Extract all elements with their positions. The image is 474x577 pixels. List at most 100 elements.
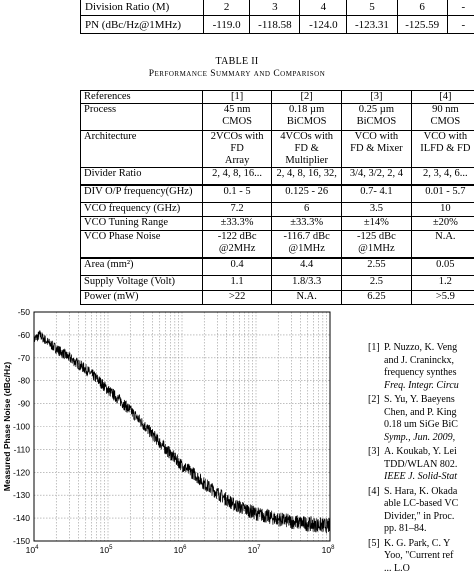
table-cell: ±14% [342,217,412,231]
table-cell: 3 [250,0,300,16]
table-cell: -124.0 [300,16,347,34]
table-cell: 90 nm CMOS [411,104,474,131]
reference-number: [5] [368,538,384,551]
reference-text: S. Yu, Y. Baeyens [384,394,455,405]
row-label: VCO Phase Noise [81,231,203,259]
row-label: Supply Voltage (Volt) [81,276,203,291]
table-cell: ±20% [411,217,474,231]
table-cell: -125 dBc @1MHz [342,231,412,259]
reference-line: IEEE J. Solid-Stat [368,471,474,484]
table-row: VCO Tuning Range±33.3%±33.3%±14%±20% [81,217,474,231]
column-header: [1] [203,91,272,104]
division-ratio-table: Division Ratio (M) 2 3 4 5 6 - PN (dBc/H… [80,0,474,34]
y-tick-label: -100 [13,422,30,432]
table-cell: ±33.3% [272,217,342,231]
table-title: Performance Summary and Comparison [0,69,474,79]
table-cell: 4VCOs with FD & Multiplier [272,131,342,168]
table-cell: VCO with FD & Mixer [342,131,412,168]
reference-line: Chen, and P. King [368,407,474,420]
table-cell: 1.2 [411,276,474,291]
table-cell: -119.0 [203,16,250,34]
table-cell: -125.59 [397,16,447,34]
table-cell: 0.05 [411,258,474,276]
table-cell: 6 [397,0,447,16]
reference-text: P. Nuzzo, K. Veng [384,342,457,353]
table-cell: 0.18 µm BiCMOS [272,104,342,131]
reference-text: A. Koukab, Y. Lei [384,446,457,457]
row-label: VCO Tuning Range [81,217,203,231]
table-cell: 0.1 - 5 [203,185,272,203]
reference-line: 0.18 um SiGe BiC [368,419,474,432]
table-cell: 0.7- 4.1 [342,185,412,203]
table-cell: 7.2 [203,203,272,217]
reference-line: [5]K. G. Park, C. Y [368,538,474,551]
table-cell: 2, 3, 4, 6... [411,168,474,186]
row-label: Area (mm²) [81,258,203,276]
table-header-row: References[1][2][3][4] [81,91,474,104]
reference-line: Freq. Integr. Circu [368,380,474,393]
reference-line: Yoo, "Current ref [368,550,474,563]
reference-line: [2]S. Yu, Y. Baeyens [368,394,474,407]
y-tick-label: -70 [18,353,31,363]
row-label: Divider Ratio [81,168,203,186]
row-label: Process [81,104,203,131]
row-label: VCO frequency (GHz) [81,203,203,217]
row-label: Division Ratio (M) [81,0,204,16]
table-cell: 6 [272,203,342,217]
y-tick-label: -90 [18,399,31,409]
table-cell: 3/4, 3/2, 2, 4 [342,168,412,186]
table-row: VCO Phase Noise-122 dBc @2MHz-116.7 dBc … [81,231,474,259]
reference-line: and J. Craninckx, [368,355,474,368]
table-cell: 2VCOs with FD Array [203,131,272,168]
table-cell: 4.4 [272,258,342,276]
x-tick-label: 105 [100,545,113,555]
reference-line: [1]P. Nuzzo, K. Veng [368,342,474,355]
table-cell: 10 [411,203,474,217]
y-tick-label: -120 [13,467,30,477]
reference-line: TDD/WLAN 802. [368,459,474,472]
reference-line: pp. 81–84. [368,523,474,536]
table-cell: 3.5 [342,203,412,217]
y-tick-label: -110 [14,444,31,454]
table-cell: -118.58 [250,16,300,34]
table-cell: 6.25 [342,291,412,305]
reference-number: [3] [368,446,384,459]
phase-noise-chart: -50-60-70-80-90-100-110-120-130-140-1501… [0,308,340,559]
table-cell: -116.7 dBc @1MHz [272,231,342,259]
table-cell: 1.8/3.3 [272,276,342,291]
y-tick-label: -60 [18,330,31,340]
table-cell: >22 [203,291,272,305]
row-label: Power (mW) [81,291,203,305]
table-cell: -122 dBc @2MHz [203,231,272,259]
table-cell: N.A. [411,231,474,259]
reference-number: [2] [368,394,384,407]
reference-line: able LC-based VC [368,498,474,511]
x-tick-label: 104 [26,545,39,555]
x-tick-label: 107 [248,545,261,555]
table-cell: 4 [300,0,347,16]
y-axis-label: Measured Phase Noise (dBc/Hz) [2,362,12,492]
table-cell: N.A. [272,291,342,305]
y-tick-label: -130 [13,490,30,500]
column-header: [2] [272,91,342,104]
table-cell: - [447,16,474,34]
row-label: PN (dBc/Hz@1MHz) [81,16,204,34]
row-label: Architecture [81,131,203,168]
table-cell: 0.01 - 5.7 [411,185,474,203]
table-cell: 0.4 [203,258,272,276]
y-tick-label: -50 [18,308,31,317]
table-cell: 1.1 [203,276,272,291]
table-cell: 45 nm CMOS [203,104,272,131]
table-row: PN (dBc/Hz@1MHz) -119.0 -118.58 -124.0 -… [81,16,474,34]
